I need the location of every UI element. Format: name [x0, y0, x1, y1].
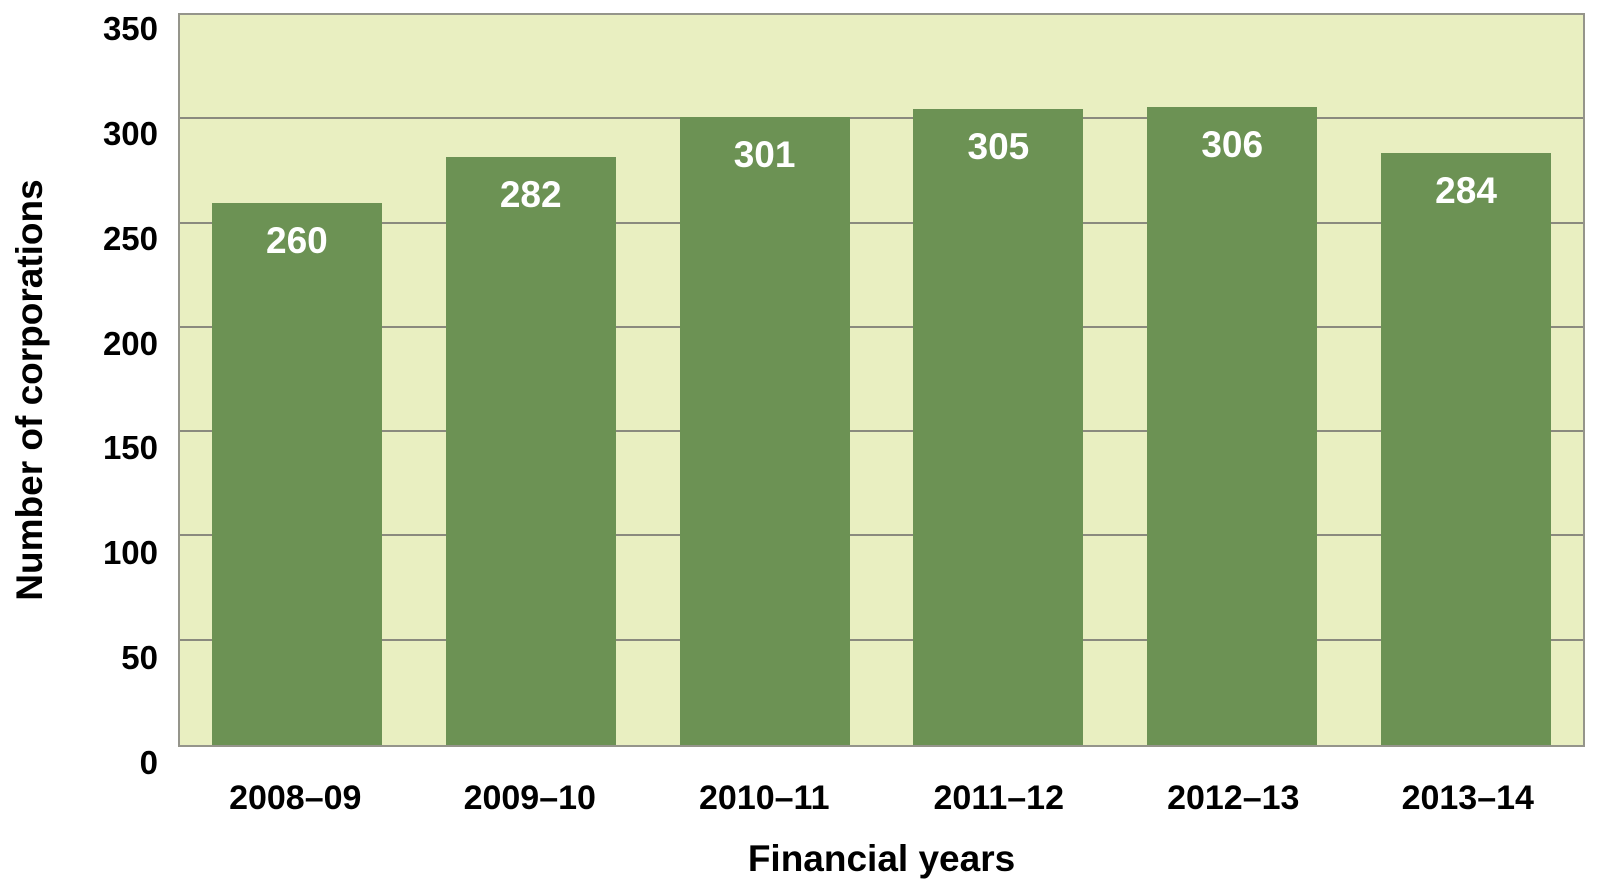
y-tick-label-300: 300 [102, 114, 158, 152]
bar-2011–12: 305 [913, 108, 1084, 745]
bar-2010–11: 301 [679, 117, 850, 745]
gridline-300 [180, 117, 1583, 120]
bar-value-label: 301 [733, 134, 796, 176]
x-tick-label-2011–12: 2011–12 [933, 779, 1065, 817]
category-slot: 282 [414, 15, 648, 745]
bar-value-label: 260 [266, 219, 328, 261]
x-tick-label-2008–09: 2008–09 [229, 779, 362, 817]
x-tick-label-2012–13: 2012–13 [1167, 779, 1300, 817]
gridline-100 [180, 534, 1583, 537]
gridline-50 [180, 638, 1583, 641]
y-tick-label-200: 200 [102, 324, 158, 362]
category-slot: 301 [648, 15, 882, 745]
bar-value-label: 282 [499, 173, 562, 215]
bar-2009–10: 282 [445, 156, 616, 745]
category-slot: 306 [1115, 15, 1349, 745]
bar-2012–13: 306 [1147, 106, 1318, 745]
x-axis-title: Financial years [747, 838, 1016, 879]
bars-container: 260 282 301 305 306 284 [180, 15, 1583, 745]
category-slot: 305 [881, 15, 1115, 745]
y-tick-label-150: 150 [102, 429, 158, 467]
x-tick-label-2013–14: 2013–14 [1401, 779, 1534, 817]
y-tick-label-350: 350 [102, 10, 158, 47]
x-tick-label-2010–11: 2010–11 [699, 779, 830, 817]
gridline-150 [180, 430, 1583, 433]
bar-value-label: 305 [967, 125, 1030, 167]
bar-value-label: 306 [1201, 123, 1264, 165]
plot-area: 260 282 301 305 306 284 [178, 13, 1585, 747]
y-tick-label-0: 0 [139, 744, 158, 781]
y-tick-label-100: 100 [102, 534, 158, 572]
bar-2013–14: 284 [1381, 152, 1552, 745]
category-slot: 260 [180, 15, 414, 745]
gridline-250 [180, 221, 1583, 224]
bar-value-label: 284 [1435, 169, 1497, 211]
gridline-200 [180, 325, 1583, 328]
bar-2008–09: 260 [211, 202, 382, 745]
y-tick-label-250: 250 [102, 219, 158, 257]
category-slot: 284 [1349, 15, 1583, 745]
y-tick-label-50: 50 [121, 639, 158, 677]
x-tick-label-2009–10: 2009–10 [463, 779, 596, 817]
